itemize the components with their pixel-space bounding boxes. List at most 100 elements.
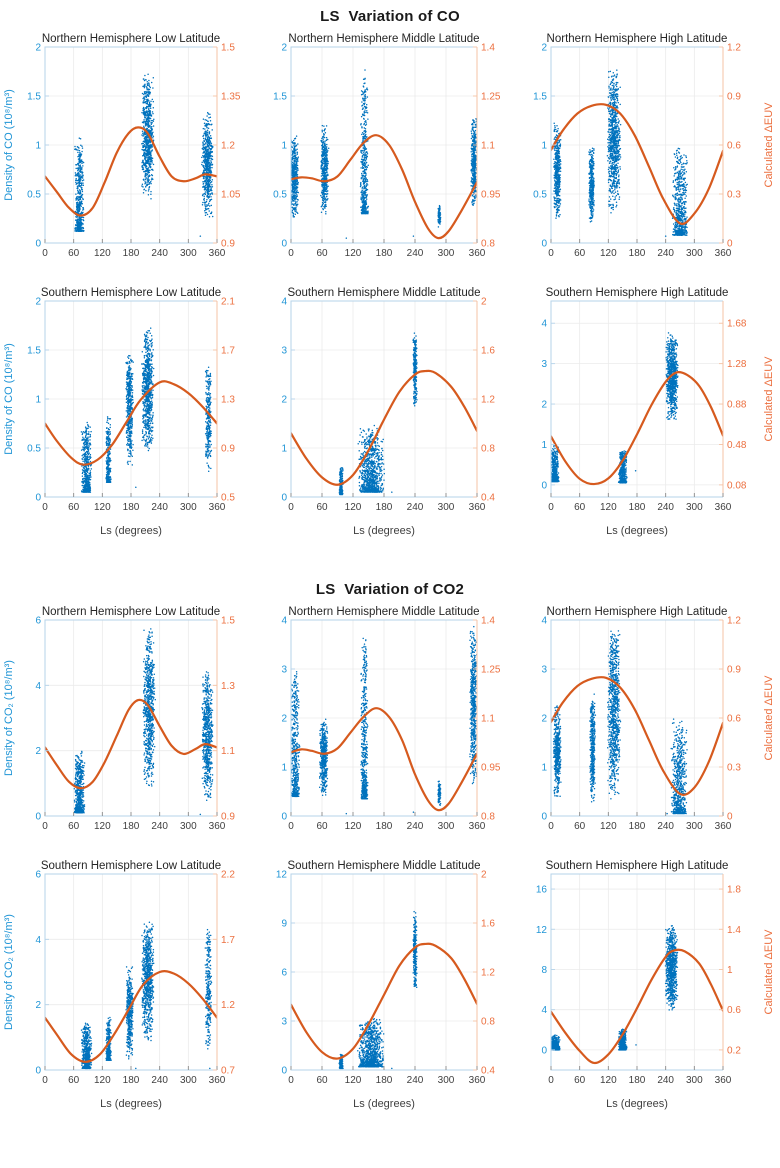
right-tick-labels: 0.08 0.48 0.88 1.28 1.68 xyxy=(727,319,747,492)
svg-text:180: 180 xyxy=(629,502,646,513)
fit-curve xyxy=(291,942,477,1060)
svg-text:360: 360 xyxy=(209,1075,226,1086)
scatter-points xyxy=(551,332,679,484)
svg-text:300: 300 xyxy=(180,502,197,513)
svg-text:180: 180 xyxy=(123,821,140,832)
subplot-co-sh-high: 0 60 120 180 240 300 360 0 1 2 3 4 0.08 0.48 0.88 1.28 1… xyxy=(521,285,779,543)
svg-text:60: 60 xyxy=(68,248,80,259)
fit-curve xyxy=(551,676,723,796)
gridlines xyxy=(291,874,477,1070)
right-axis-label: Calculated ΔEUV xyxy=(763,675,775,761)
x-tick-labels: 0 60 120 180 240 300 360 xyxy=(288,248,486,259)
svg-text:60: 60 xyxy=(574,1075,586,1086)
panel-cell-co-nh-low: 0 60 120 180 240 300 360 0 0.5 1 1.5 2 0.9 1.05 1.2 1.3… xyxy=(0,31,260,271)
svg-text:0: 0 xyxy=(281,812,287,823)
svg-text:1: 1 xyxy=(541,141,547,152)
svg-text:0: 0 xyxy=(35,239,41,250)
y-axis-label: Density of CO₂ (10⁸/m³) xyxy=(3,660,15,776)
panel-title: Northern Hemisphere High Latitude xyxy=(547,606,728,618)
svg-text:0.9: 0.9 xyxy=(221,444,235,455)
svg-text:0.9: 0.9 xyxy=(727,92,741,103)
svg-text:300: 300 xyxy=(686,1075,703,1086)
svg-text:4: 4 xyxy=(541,1005,547,1016)
svg-text:0: 0 xyxy=(35,1066,41,1077)
svg-text:300: 300 xyxy=(438,821,455,832)
gridlines xyxy=(45,47,217,243)
svg-text:240: 240 xyxy=(657,248,674,259)
svg-text:360: 360 xyxy=(209,248,226,259)
fit-curve xyxy=(551,103,723,226)
gridlines xyxy=(551,47,723,243)
svg-text:0.9: 0.9 xyxy=(221,812,235,823)
svg-text:0.5: 0.5 xyxy=(27,444,41,455)
svg-text:120: 120 xyxy=(345,502,362,513)
panel-title: Southern Hemisphere Middle Latitude xyxy=(287,287,480,299)
x-tick-labels: 0 60 120 180 240 300 360 xyxy=(288,1075,486,1086)
svg-text:1.25: 1.25 xyxy=(481,92,501,103)
panel-cell-co-sh-high: 0 60 120 180 240 300 360 0 1 2 3 4 0.08 0.48 0.88 1.28 1… xyxy=(520,285,780,543)
svg-text:0.8: 0.8 xyxy=(481,239,495,250)
right-tick-labels: 0 0.3 0.6 0.9 1.2 xyxy=(727,616,741,823)
svg-text:4: 4 xyxy=(35,681,41,692)
tick-marks xyxy=(550,888,724,1070)
svg-text:240: 240 xyxy=(407,248,424,259)
tick-marks xyxy=(44,619,218,817)
svg-text:60: 60 xyxy=(574,502,586,513)
subplot-co2-sh-high: 0 60 120 180 240 300 360 0 4 8 12 16 0.2 0.6 1 1.4 1.8 So… xyxy=(521,858,779,1116)
svg-text:300: 300 xyxy=(438,502,455,513)
svg-text:1: 1 xyxy=(35,395,41,406)
svg-text:120: 120 xyxy=(600,1075,617,1086)
figure-root: LS Variation of CO 0 60 120 180 240 300 360 0 0.… xyxy=(0,8,780,1116)
svg-text:300: 300 xyxy=(438,1075,455,1086)
right-axis-label: Calculated ΔEUV xyxy=(763,929,775,1015)
svg-text:2.1: 2.1 xyxy=(221,297,235,308)
svg-text:1.6: 1.6 xyxy=(481,346,495,357)
svg-text:1: 1 xyxy=(281,444,287,455)
panel-cell-co2-sh-low: 0 60 120 180 240 300 360 0 2 4 6 0.7 1.2 1.7 2.2 Southe… xyxy=(0,858,260,1116)
right-tick-labels: 0.2 0.6 1 1.4 1.8 xyxy=(727,885,741,1057)
svg-text:2: 2 xyxy=(35,43,41,54)
svg-text:180: 180 xyxy=(629,248,646,259)
gridlines xyxy=(291,47,477,243)
svg-text:120: 120 xyxy=(94,821,111,832)
svg-text:60: 60 xyxy=(68,821,80,832)
x-tick-labels: 0 60 120 180 240 300 360 xyxy=(42,821,226,832)
tick-marks xyxy=(290,873,478,1071)
svg-text:0: 0 xyxy=(288,502,294,513)
right-tick-labels: 0.9 1.1 1.3 1.5 xyxy=(221,616,235,823)
x-axis-label: Ls (degrees) xyxy=(606,1098,668,1110)
svg-text:1.2: 1.2 xyxy=(727,616,741,627)
svg-text:240: 240 xyxy=(151,248,168,259)
svg-text:0: 0 xyxy=(288,821,294,832)
svg-text:0.4: 0.4 xyxy=(481,1066,495,1077)
fit-curve xyxy=(291,134,477,240)
svg-text:360: 360 xyxy=(469,502,486,513)
gridlines xyxy=(551,301,723,497)
panel-title: Southern Hemisphere Middle Latitude xyxy=(287,860,480,872)
left-tick-labels: 0 0.5 1 1.5 2 xyxy=(27,43,41,250)
svg-text:180: 180 xyxy=(123,502,140,513)
section-grid-co2: 0 60 120 180 240 300 360 0 2 4 6 0.9 1.1 1.3 1.5 Northe… xyxy=(0,604,780,1116)
svg-text:0.6: 0.6 xyxy=(727,714,741,725)
svg-text:0.08: 0.08 xyxy=(727,480,747,491)
svg-text:1: 1 xyxy=(541,763,547,774)
svg-text:60: 60 xyxy=(574,821,586,832)
panel-title: Southern Hemisphere Low Latitude xyxy=(41,287,221,299)
tick-marks xyxy=(550,46,724,244)
scatter-points xyxy=(552,630,688,815)
svg-text:0: 0 xyxy=(541,812,547,823)
svg-text:0.2: 0.2 xyxy=(727,1045,741,1056)
svg-text:1.2: 1.2 xyxy=(481,968,495,979)
svg-text:12: 12 xyxy=(536,925,548,936)
svg-text:3: 3 xyxy=(281,346,287,357)
svg-text:0: 0 xyxy=(548,821,554,832)
svg-text:1.5: 1.5 xyxy=(221,43,235,54)
scatter-points xyxy=(553,69,688,237)
x-tick-labels: 0 60 120 180 240 300 360 xyxy=(42,248,226,259)
svg-text:1.2: 1.2 xyxy=(221,1000,235,1011)
svg-text:4: 4 xyxy=(281,297,287,308)
svg-text:0.95: 0.95 xyxy=(481,763,501,774)
svg-text:8: 8 xyxy=(541,965,547,976)
svg-text:0: 0 xyxy=(42,502,48,513)
svg-text:0.48: 0.48 xyxy=(727,440,747,451)
